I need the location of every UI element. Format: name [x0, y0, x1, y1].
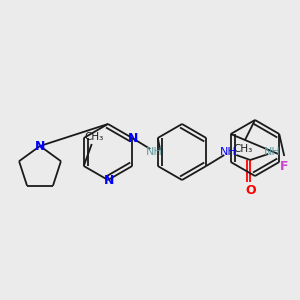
Text: F: F [280, 160, 289, 172]
Text: N: N [35, 140, 45, 152]
Text: N: N [104, 173, 114, 187]
Text: NH: NH [146, 147, 163, 157]
Text: CH₃: CH₃ [233, 144, 253, 154]
Text: CH₃: CH₃ [84, 132, 104, 142]
Text: O: O [245, 184, 256, 196]
Text: N: N [128, 131, 138, 145]
Text: NH: NH [220, 147, 237, 157]
Text: NH: NH [264, 147, 280, 157]
